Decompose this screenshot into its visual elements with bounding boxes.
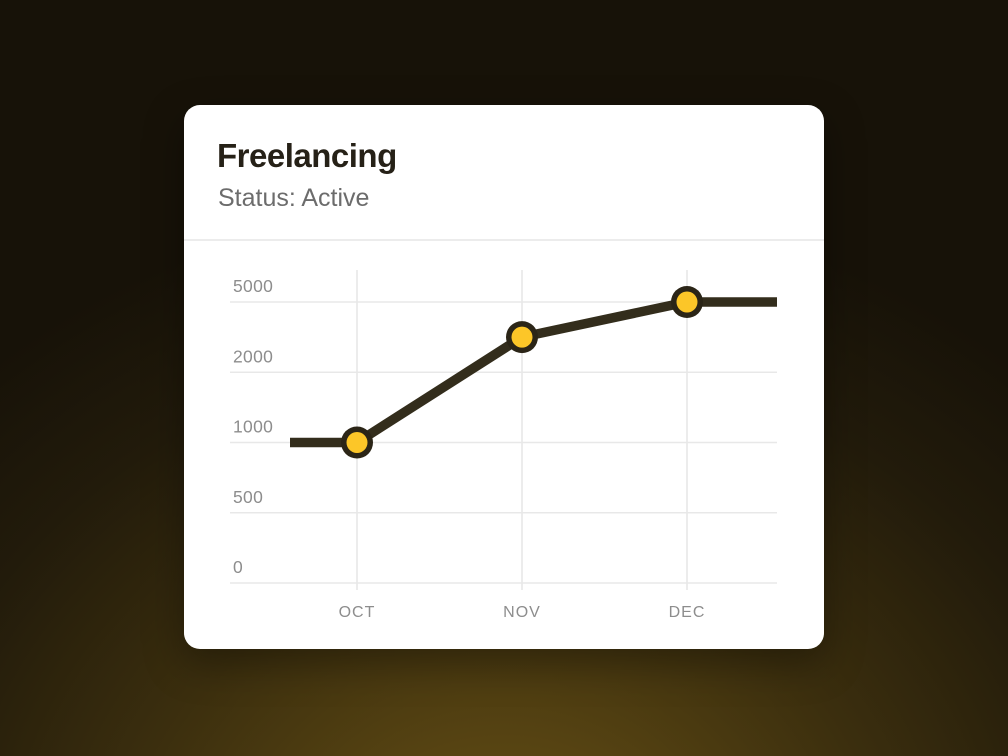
chart-area: 0 500 1000 2000 5000 OCT NOV DEC [184, 241, 824, 649]
y-tick-label: 5000 [233, 276, 273, 296]
x-tick-label: DEC [669, 604, 706, 621]
card-header: Freelancing Status: Active [184, 105, 824, 241]
data-point [676, 291, 698, 313]
y-tick-label: 500 [233, 487, 263, 507]
data-point [511, 326, 533, 348]
y-tick-label: 0 [233, 557, 243, 577]
freelancing-widget-card: Freelancing Status: Active 0 500 1000 2000 5… [184, 105, 824, 649]
y-tick-label: 2000 [233, 346, 273, 366]
data-point [346, 432, 368, 453]
card-title: Freelancing [217, 137, 397, 174]
line-chart: 0 500 1000 2000 5000 OCT NOV DEC [230, 270, 777, 621]
x-tick-label: NOV [503, 604, 541, 621]
status-text: Status: Active [218, 184, 370, 212]
x-tick-label: OCT [339, 604, 376, 621]
y-tick-label: 1000 [233, 417, 273, 437]
